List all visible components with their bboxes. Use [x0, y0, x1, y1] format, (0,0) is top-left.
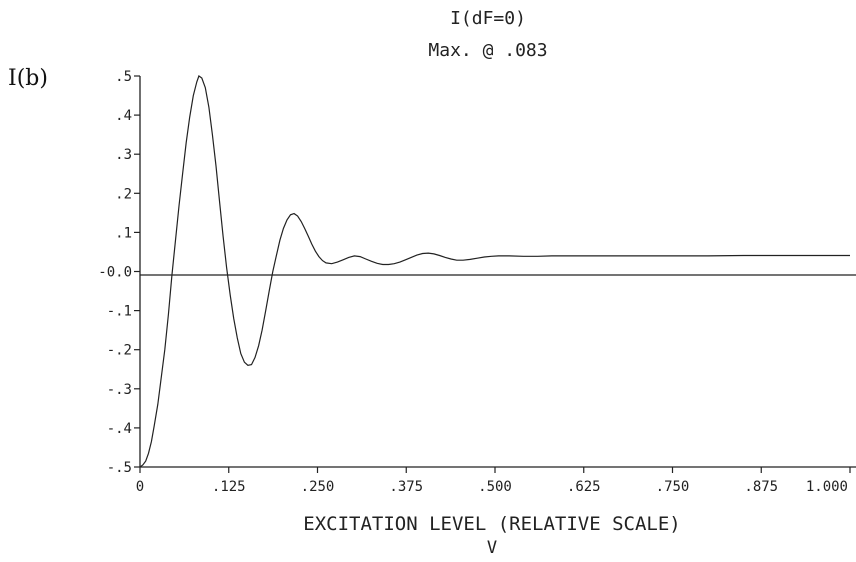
x-tick-label: .125	[212, 479, 246, 495]
x-tick-label: 1.000	[806, 479, 848, 495]
y-tick-label: .5	[115, 69, 132, 85]
y-tick-label: -.1	[107, 304, 132, 320]
x-tick-label: .375	[389, 479, 423, 495]
y-tick-label: .4	[115, 108, 132, 124]
chart-title: I(dF=0)	[450, 8, 526, 29]
x-axis-label: EXCITATION LEVEL (RELATIVE SCALE)	[303, 513, 681, 535]
x-axis-symbol: V	[487, 538, 497, 558]
x-tick-label: .250	[301, 479, 335, 495]
series-line	[139, 75, 850, 468]
y-tick-label: -.5	[107, 460, 132, 476]
x-tick-label: 0	[136, 479, 144, 495]
x-tick-label: .625	[567, 479, 601, 495]
y-tick-label: .1	[115, 225, 132, 241]
y-ticks: .5 .4 .3 .2 .1 -0.0 -.1 -.2 -.3 -.4 -.5	[98, 69, 140, 476]
y-tick-label: -.2	[107, 343, 132, 359]
x-ticks: 0 .125 .250 .375 .500 .625 .750 .875 1.000	[136, 467, 851, 495]
y-tick-label: -.4	[107, 421, 132, 437]
y-tick-label: .2	[115, 186, 132, 202]
y-tick-label: -0.0	[98, 265, 132, 281]
x-tick-label: .750	[656, 479, 690, 495]
chart-subtitle: Max. @ .083	[428, 40, 547, 61]
y-axis-label: I(b)	[8, 66, 48, 91]
x-tick-label: .500	[478, 479, 512, 495]
x-tick-label: .875	[744, 479, 778, 495]
y-tick-label: -.3	[107, 382, 132, 398]
y-tick-label: .3	[115, 147, 132, 163]
